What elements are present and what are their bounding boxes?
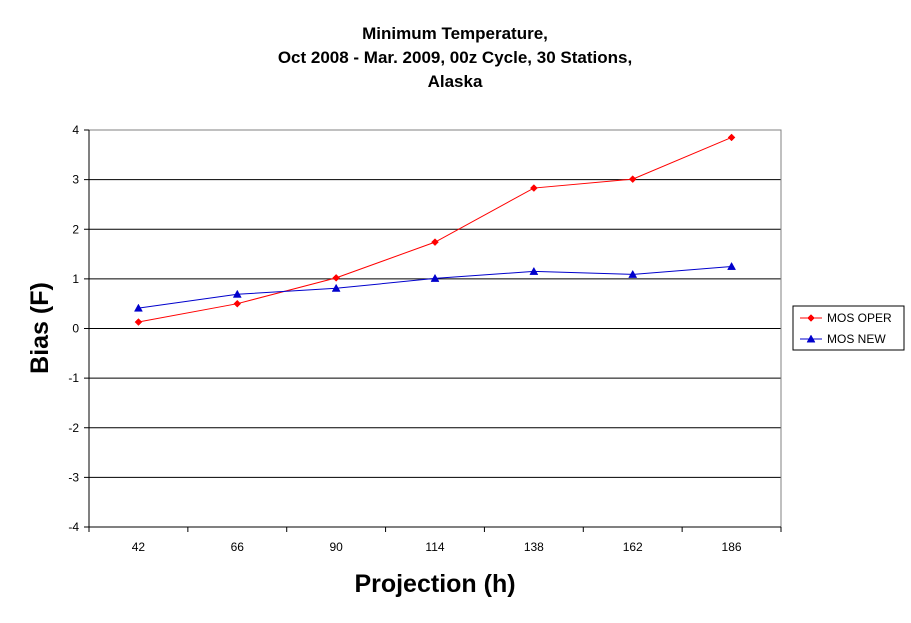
y-tick-label: -3: [68, 470, 79, 484]
y-tick-label: 1: [72, 272, 79, 286]
legend-box: [792, 305, 905, 351]
data-point-triangle: [331, 283, 341, 292]
y-tick-label: 0: [72, 322, 79, 336]
legend: MOS OPER MOS NEW: [792, 305, 905, 351]
y-tick-label: 4: [72, 123, 79, 137]
chart-title-line-1: Minimum Temperature,: [362, 24, 548, 43]
data-point-diamond: [332, 274, 340, 282]
x-tick-label: 162: [623, 540, 643, 554]
legend-label: MOS OPER: [827, 311, 892, 325]
x-tick-label: 90: [329, 540, 343, 554]
data-point-diamond: [134, 318, 143, 326]
axes: [84, 129, 782, 532]
y-tick-label: -2: [68, 421, 79, 435]
chart-title: Minimum Temperature, Oct 2008 - Mar. 200…: [278, 24, 632, 91]
x-tick-label: 186: [722, 540, 742, 554]
data-point-triangle: [134, 303, 143, 312]
series-layer: [134, 133, 736, 326]
y-tick-label: -4: [68, 520, 79, 534]
x-axis-title: Projection (h): [354, 570, 515, 598]
data-point-triangle: [430, 273, 440, 282]
data-point-diamond: [233, 299, 242, 308]
data-point-diamond: [727, 133, 736, 142]
series-mos-new: [134, 261, 736, 312]
y-tick-label: -1: [68, 371, 79, 385]
data-point-diamond: [530, 184, 538, 192]
data-point-triangle: [806, 334, 816, 343]
data-point-triangle: [232, 289, 242, 298]
data-point-triangle: [628, 269, 638, 278]
x-tick-label: 66: [231, 540, 245, 554]
y-tick-labels: 4 3 2 1 0 -1 -2 -3 -4: [68, 123, 79, 534]
data-point-diamond: [628, 175, 637, 183]
data-point-triangle: [529, 266, 539, 275]
x-tick-label: 114: [425, 540, 444, 554]
legend-label: MOS NEW: [827, 332, 886, 346]
x-tick-label: 42: [132, 540, 146, 554]
chart-title-line-2: Oct 2008 - Mar. 2009, 00z Cycle, 30 Stat…: [278, 48, 632, 67]
y-axis-title: Bias (F): [26, 282, 54, 374]
chart-title-line-3: Alaska: [428, 72, 483, 91]
series-line: [138, 265, 732, 309]
grid-lines: [89, 129, 781, 528]
y-tick-label: 2: [72, 222, 79, 236]
data-point-diamond: [807, 314, 815, 322]
series-mos-oper: [134, 133, 736, 326]
x-tick-label: 138: [524, 540, 544, 554]
x-tick-labels: 42 66 90 114 138 162 186: [132, 540, 742, 554]
y-tick-label: 3: [72, 173, 79, 187]
data-point-triangle: [727, 261, 736, 270]
data-point-diamond: [431, 238, 439, 247]
